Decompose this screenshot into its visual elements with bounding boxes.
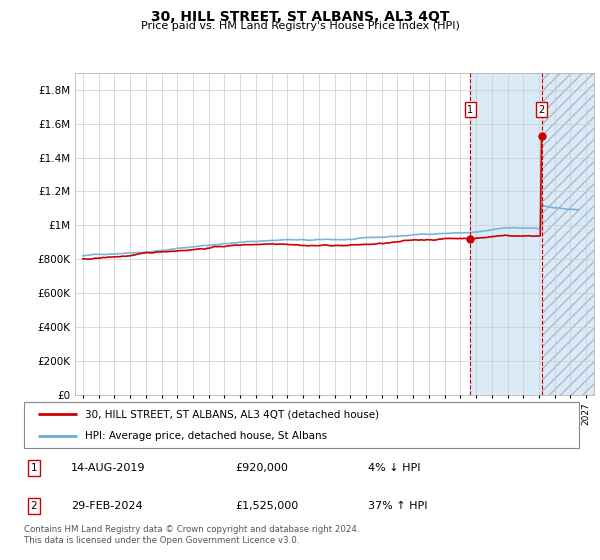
- Text: 14-AUG-2019: 14-AUG-2019: [71, 463, 146, 473]
- Bar: [542, 73, 594, 395]
- Text: 2: 2: [538, 105, 545, 115]
- Text: 2: 2: [31, 501, 37, 511]
- Text: 4% ↓ HPI: 4% ↓ HPI: [368, 463, 421, 473]
- Text: 1: 1: [467, 105, 473, 115]
- Text: Contains HM Land Registry data © Crown copyright and database right 2024.
This d: Contains HM Land Registry data © Crown c…: [24, 525, 359, 545]
- Text: 29-FEB-2024: 29-FEB-2024: [71, 501, 143, 511]
- Text: £1,525,000: £1,525,000: [235, 501, 298, 511]
- Text: £920,000: £920,000: [235, 463, 288, 473]
- Text: 1: 1: [31, 463, 37, 473]
- Text: 30, HILL STREET, ST ALBANS, AL3 4QT (detached house): 30, HILL STREET, ST ALBANS, AL3 4QT (det…: [85, 409, 379, 419]
- Text: 30, HILL STREET, ST ALBANS, AL3 4QT: 30, HILL STREET, ST ALBANS, AL3 4QT: [151, 10, 449, 24]
- Text: HPI: Average price, detached house, St Albans: HPI: Average price, detached house, St A…: [85, 431, 327, 441]
- FancyBboxPatch shape: [24, 402, 579, 448]
- Bar: [470, 73, 542, 395]
- Text: Price paid vs. HM Land Registry's House Price Index (HPI): Price paid vs. HM Land Registry's House …: [140, 21, 460, 31]
- Text: 37% ↑ HPI: 37% ↑ HPI: [368, 501, 428, 511]
- Bar: [542, 73, 594, 395]
